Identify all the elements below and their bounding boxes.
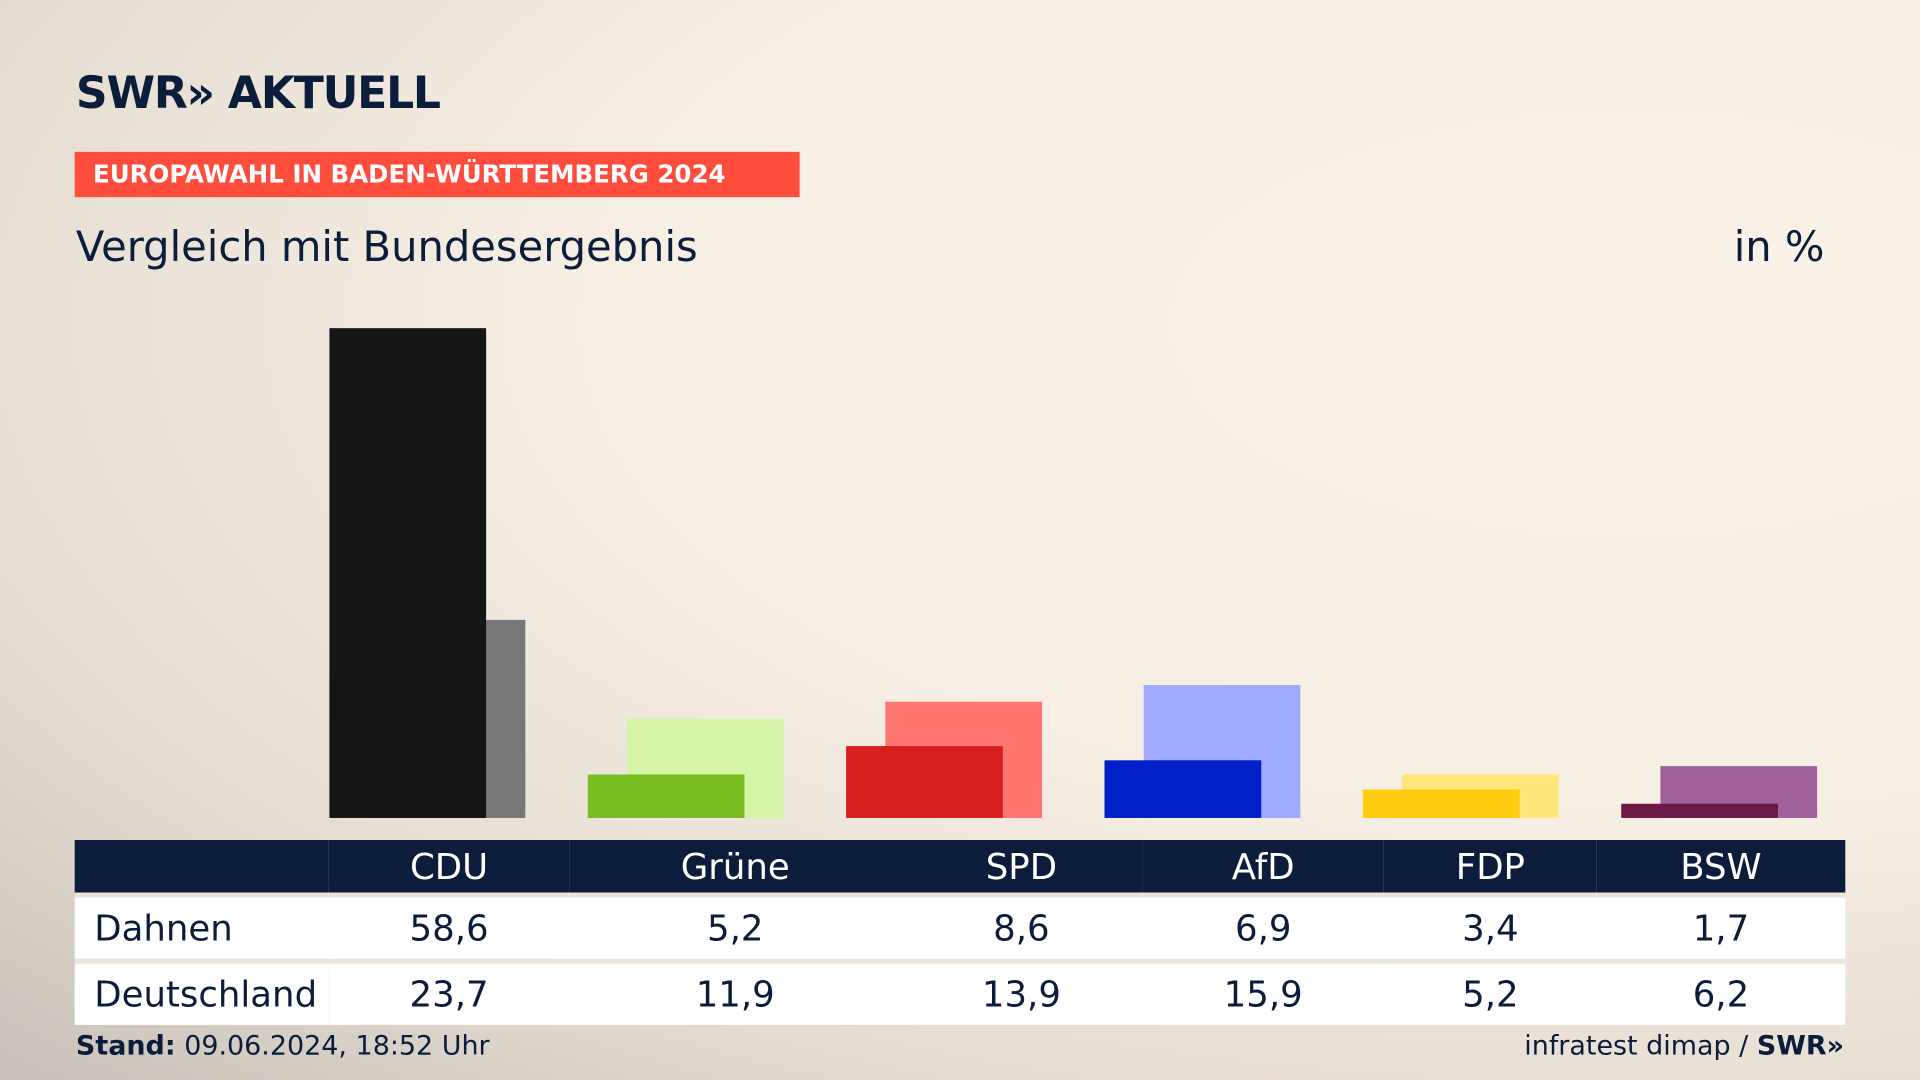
stand-value: 09.06.2024, 18:52 Uhr (184, 1031, 490, 1062)
kicker-label: EUROPAWAHL IN BADEN-WÜRTTEMBERG 2024 (74, 151, 800, 198)
value-cell: 6,2 (1596, 958, 1846, 1025)
value-cell: 11,9 (569, 958, 901, 1025)
column-header: FDP (1384, 840, 1597, 893)
timestamp: Stand: 09.06.2024, 18:52 Uhr (76, 1031, 490, 1062)
results-table: CDU Grüne SPD AfD FDP BSW Dahnen 58,6 5,2 8,6 6,9… (74, 840, 1846, 1025)
bar-cdu-dahnen (329, 328, 487, 818)
value-cell: 23,7 (328, 958, 570, 1025)
column-header: CDU (328, 840, 570, 893)
header-blank (74, 840, 329, 893)
value-cell: 8,6 (900, 892, 1143, 959)
column-header: BSW (1596, 840, 1846, 893)
bar-spd-dahnen (846, 746, 1003, 818)
source: infratest dimap / SWR» (1524, 1031, 1844, 1062)
value-cell: 15,9 (1142, 958, 1385, 1025)
value-cell: 1,7 (1596, 892, 1846, 959)
unit-label: in % (1733, 222, 1825, 272)
chart-title: Vergleich mit Bundesergebnis (75, 222, 698, 272)
value-cell: 5,2 (1384, 958, 1597, 1025)
bar-bsw-dahnen (1621, 803, 1778, 818)
source-text: infratest dimap / (1524, 1031, 1757, 1062)
column-header: Grüne (569, 840, 901, 893)
column-header: AfD (1142, 840, 1385, 893)
value-cell: 13,9 (900, 958, 1143, 1025)
swr-logo: SWR» (1756, 1031, 1845, 1062)
value-cell: 58,6 (328, 892, 570, 959)
column-header: SPD (900, 840, 1143, 893)
bar-afd-dahnen (1104, 760, 1262, 818)
bar-fdp-dahnen (1362, 789, 1520, 818)
swr-aktuell-logo: SWR» AKTUELL (75, 68, 441, 119)
value-cell: 6,9 (1142, 892, 1385, 959)
value-cell: 5,2 (569, 892, 901, 959)
stand-label: Stand: (75, 1031, 176, 1062)
value-cell: 3,4 (1384, 892, 1597, 959)
row-label: Dahnen (74, 892, 329, 959)
row-label: Deutschland (74, 958, 329, 1025)
bar-grüne-dahnen (587, 774, 745, 818)
